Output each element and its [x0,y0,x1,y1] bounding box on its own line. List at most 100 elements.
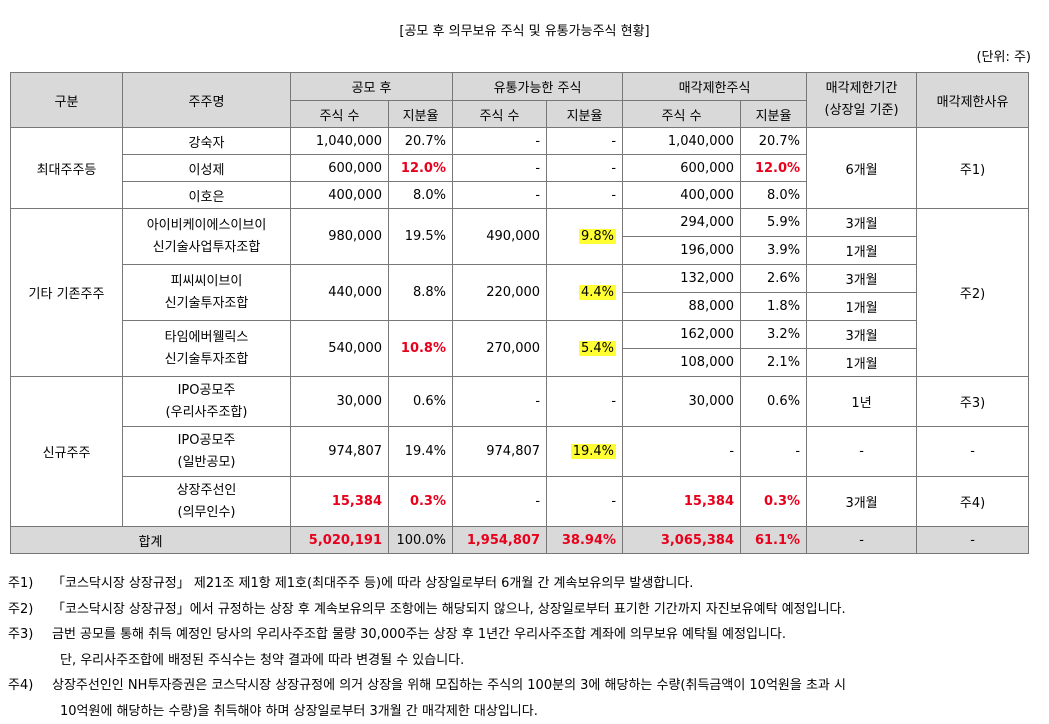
shares-cell: 980,000 [291,209,389,265]
shares-cell: 440,000 [291,265,389,321]
table-row: 신규주주 IPO공모주(우리사주조합) 30,000 0.6% - - 30,0… [11,377,1029,427]
total-label: 합계 [11,527,291,554]
period-cell: 3개월 [807,209,917,237]
restricted-ratio-cell: 1.8% [741,293,807,321]
tradable-ratio-cell: 5.4% [547,321,623,377]
header-shares: 주식 수 [623,101,741,128]
period-cell: - [807,427,917,477]
tradable-shares-cell: 270,000 [453,321,547,377]
footnote: 주2)「코스닥시장 상장규정」에서 규정하는 상장 후 계속보유의무 조항에는 … [8,597,1043,623]
restricted-ratio-cell: 3.2% [741,321,807,349]
lockup-table: 구분 주주명 공모 후 유통가능한 주식 매각제한주식 매각제한기간 (상장일 … [10,72,1029,554]
restricted-shares-cell: 1,040,000 [623,128,741,155]
restricted-ratio-cell: 5.9% [741,209,807,237]
restricted-ratio-cell: - [741,427,807,477]
tradable-shares-cell: 220,000 [453,265,547,321]
reason-cell: 주4) [917,477,1029,527]
tradable-ratio-cell: 4.4% [547,265,623,321]
ratio-cell: 8.8% [389,265,453,321]
highlight-mark: 5.4% [579,341,616,356]
holder-name: 상장주선인(의무인수) [123,477,291,527]
restricted-ratio-cell: 61.1% [741,527,807,554]
holder-name: 강숙자 [123,128,291,155]
restricted-ratio-cell: 0.3% [741,477,807,527]
tradable-ratio-cell: - [547,182,623,209]
period-cell: 6개월 [807,128,917,209]
ratio-cell: 0.3% [389,477,453,527]
footnote-continuation: 10억원에 해당하는 수량)을 취득해야 하며 상장일로부터 3개월 간 매각제… [8,699,1043,724]
tradable-ratio-cell: 38.94% [547,527,623,554]
header-category: 구분 [11,73,123,128]
total-row: 합계 5,020,191 100.0% 1,954,807 38.94% 3,0… [11,527,1029,554]
shares-cell: 1,040,000 [291,128,389,155]
ratio-cell: 0.6% [389,377,453,427]
restricted-shares-cell: 600,000 [623,155,741,182]
shares-cell: 15,384 [291,477,389,527]
header-reason: 매각제한사유 [917,73,1029,128]
ratio-cell: 20.7% [389,128,453,155]
shares-cell: 600,000 [291,155,389,182]
holder-name: IPO공모주(우리사주조합) [123,377,291,427]
tradable-shares-cell: - [453,377,547,427]
period-cell: 1개월 [807,237,917,265]
restricted-ratio-cell: 2.6% [741,265,807,293]
header-ratio: 지분율 [547,101,623,128]
restricted-shares-cell: 3,065,384 [623,527,741,554]
tradable-shares-cell: - [453,155,547,182]
header-post-ipo: 공모 후 [291,73,453,101]
holder-name: 이호은 [123,182,291,209]
period-cell: 1년 [807,377,917,427]
ratio-cell: 19.5% [389,209,453,265]
table-row: 상장주선인(의무인수) 15,384 0.3% - - 15,384 0.3% … [11,477,1029,527]
period-cell: - [807,527,917,554]
restricted-shares-cell: 294,000 [623,209,741,237]
footnote: 주1)「코스닥시장 상장규정」 제21조 제1항 제1호(최대주주 등)에 따라… [8,571,1043,597]
footnote: 주3)금번 공모를 통해 취득 예정인 당사의 우리사주조합 물량 30,000… [8,622,1043,648]
tradable-shares-cell: 974,807 [453,427,547,477]
reason-cell: 주1) [917,128,1029,209]
reason-cell: - [917,527,1029,554]
period-cell: 1개월 [807,293,917,321]
restricted-ratio-cell: 8.0% [741,182,807,209]
holder-name: 이성제 [123,155,291,182]
header-ratio: 지분율 [389,101,453,128]
restricted-ratio-cell: 2.1% [741,349,807,377]
restricted-shares-cell: 30,000 [623,377,741,427]
ratio-cell: 10.8% [389,321,453,377]
restricted-ratio-cell: 12.0% [741,155,807,182]
header-holder: 주주명 [123,73,291,128]
reason-cell: - [917,427,1029,477]
category-cell: 기타 기존주주 [11,209,123,377]
period-cell: 3개월 [807,321,917,349]
header-restricted: 매각제한주식 [623,73,807,101]
tradable-shares-cell: 490,000 [453,209,547,265]
shares-cell: 974,807 [291,427,389,477]
ratio-cell: 100.0% [389,527,453,554]
restricted-shares-cell: 15,384 [623,477,741,527]
period-cell: 1개월 [807,349,917,377]
ratio-cell: 12.0% [389,155,453,182]
ratio-cell: 8.0% [389,182,453,209]
header-period: 매각제한기간 (상장일 기준) [807,73,917,128]
restricted-ratio-cell: 0.6% [741,377,807,427]
tradable-shares-cell: - [453,477,547,527]
tradable-ratio-cell: - [547,477,623,527]
tradable-shares-cell: - [453,182,547,209]
highlight-mark: 19.4% [571,444,616,459]
shares-cell: 5,020,191 [291,527,389,554]
shares-cell: 30,000 [291,377,389,427]
header-shares: 주식 수 [291,101,389,128]
restricted-shares-cell: - [623,427,741,477]
restricted-shares-cell: 132,000 [623,265,741,293]
header-shares: 주식 수 [453,101,547,128]
restricted-shares-cell: 196,000 [623,237,741,265]
tradable-shares-cell: 1,954,807 [453,527,547,554]
restricted-shares-cell: 88,000 [623,293,741,321]
category-cell: 최대주주등 [11,128,123,209]
highlight-mark: 4.4% [579,285,616,300]
